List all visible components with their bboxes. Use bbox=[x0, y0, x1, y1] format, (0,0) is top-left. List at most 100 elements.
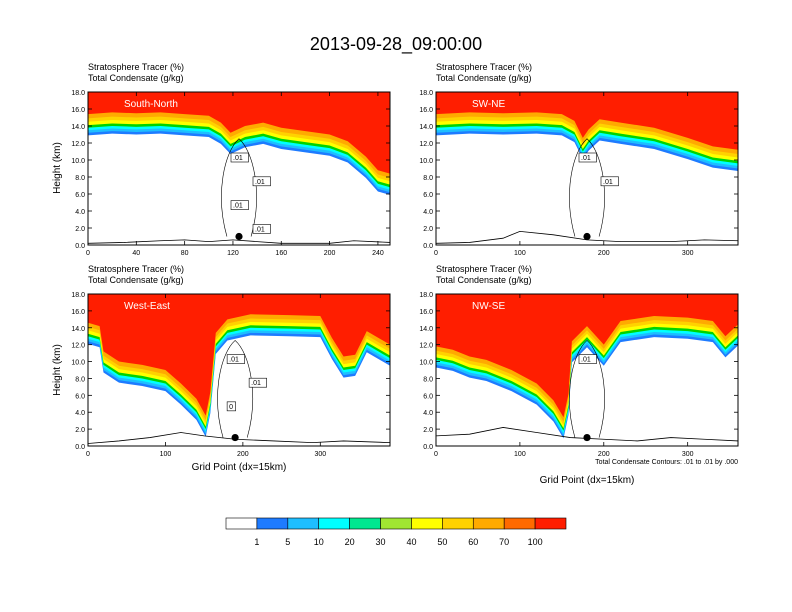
y-tick-label: 18.0 bbox=[71, 292, 85, 299]
contour-label-box bbox=[248, 377, 267, 388]
y-tick-label: 10.0 bbox=[419, 158, 433, 165]
tracer-band-max bbox=[436, 294, 738, 418]
x-tick-label: 80 bbox=[181, 250, 189, 257]
panel-title-line-2: Total Condensate (g/kg) bbox=[88, 73, 184, 83]
y-axis-label: Height (km) bbox=[52, 142, 63, 194]
plot-frame bbox=[87, 293, 391, 447]
panel-label: SW-NE bbox=[472, 99, 505, 110]
y-tick-label: 4.0 bbox=[423, 209, 433, 216]
colorbar-label: 30 bbox=[376, 537, 386, 547]
y-tick-label: 8.0 bbox=[423, 376, 433, 383]
y-tick-label: 14.0 bbox=[419, 326, 433, 333]
y-tick-label: 6.0 bbox=[423, 192, 433, 199]
terrain-line bbox=[88, 432, 390, 444]
y-tick-label: 4.0 bbox=[75, 410, 85, 417]
colorbar-swatch bbox=[442, 517, 474, 530]
contour-label-box bbox=[578, 152, 597, 163]
colorbar-swatch bbox=[380, 517, 412, 530]
y-tick-label: 2.0 bbox=[423, 427, 433, 434]
y-tick-label: 12.0 bbox=[71, 343, 85, 350]
x-tick-label: 240 bbox=[372, 250, 384, 257]
panel-sw-ne: Stratosphere Tracer (%) Total Condensate… bbox=[419, 62, 739, 257]
y-tick-label: 10.0 bbox=[71, 158, 85, 165]
terrain-line bbox=[88, 239, 390, 244]
x-tick-label: 120 bbox=[227, 250, 239, 257]
y-tick-label: 8.0 bbox=[423, 175, 433, 182]
y-tick-label: 16.0 bbox=[419, 107, 433, 114]
condensate-contour bbox=[569, 138, 605, 237]
contour-footnote: Total Condensate Contours: .01 to .01 by… bbox=[595, 459, 738, 466]
contour-label-box bbox=[226, 401, 236, 412]
x-tick-label: 200 bbox=[598, 451, 610, 458]
colorbar-label: 5 bbox=[285, 537, 290, 547]
y-tick-label: 8.0 bbox=[75, 175, 85, 182]
x-tick-label: 200 bbox=[598, 250, 610, 257]
colorbar-swatch bbox=[411, 517, 443, 530]
colorbar-swatch bbox=[318, 517, 350, 530]
y-tick-label: 10.0 bbox=[71, 360, 85, 367]
panel-title-line-1: Stratosphere Tracer (%) bbox=[436, 62, 532, 72]
contour-label-box bbox=[252, 224, 271, 234]
colorbar-swatch bbox=[534, 517, 567, 530]
x-tick-label: 0 bbox=[86, 451, 90, 458]
y-tick-label: 14.0 bbox=[71, 124, 85, 131]
contour-label-box bbox=[578, 354, 597, 364]
y-tick-label: 4.0 bbox=[75, 209, 85, 216]
contour-label: .01 bbox=[255, 226, 265, 233]
location-marker bbox=[583, 433, 591, 442]
contour-label-box bbox=[600, 176, 619, 187]
y-tick-label: 4.0 bbox=[423, 410, 433, 417]
colorbar-label: 70 bbox=[499, 537, 509, 547]
x-tick-label: 300 bbox=[682, 250, 694, 257]
y-tick-label: 0.0 bbox=[423, 243, 433, 250]
x-tick-label: 200 bbox=[237, 451, 249, 458]
y-tick-label: 10.0 bbox=[419, 360, 433, 367]
location-marker bbox=[231, 433, 239, 442]
y-tick-label: 12.0 bbox=[419, 343, 433, 350]
plot-frame bbox=[87, 91, 391, 246]
plot-frame bbox=[435, 293, 739, 447]
contour-label-box bbox=[252, 176, 271, 187]
colorbar-label: 20 bbox=[345, 537, 355, 547]
x-tick-label: 100 bbox=[514, 250, 526, 257]
contour-label: .01 bbox=[233, 203, 243, 210]
y-tick-label: 8.0 bbox=[75, 376, 85, 383]
panel-title-line-1: Stratosphere Tracer (%) bbox=[88, 62, 184, 72]
location-marker bbox=[235, 232, 243, 241]
location-marker bbox=[583, 232, 591, 241]
plot-frame bbox=[435, 91, 739, 246]
colorbar-swatch bbox=[472, 517, 505, 530]
x-tick-label: 300 bbox=[314, 451, 326, 458]
y-tick-label: 14.0 bbox=[419, 124, 433, 131]
contour-label: 0 bbox=[229, 404, 233, 411]
figure-title: 2013-09-28_09:00:00 bbox=[310, 34, 482, 55]
plot-area: .01 .01 0 West-East 0.0 2.0 4.0 6.0 8.0 10.0 12.0 1… bbox=[71, 292, 391, 458]
y-tick-label: 6.0 bbox=[423, 393, 433, 400]
panel-label: West-East bbox=[124, 301, 170, 312]
contour-label-box bbox=[230, 152, 249, 163]
terrain-line bbox=[436, 230, 738, 244]
colorbar-label: 10 bbox=[314, 537, 324, 547]
colorbar-label: 60 bbox=[468, 537, 478, 547]
colorbar-swatch bbox=[349, 517, 381, 530]
y-tick-label: 6.0 bbox=[75, 393, 85, 400]
contour-label: .01 bbox=[233, 155, 243, 162]
plot-area: .01 .01 .01 .01 0 South-North 0.0 2.0 4.0 6.0 8.0 1… bbox=[71, 90, 391, 257]
condensate-contour bbox=[221, 138, 257, 237]
colorbar: 1 5 10 20 30 40 50 60 70 100 bbox=[225, 517, 567, 547]
panel-south-north: Stratosphere Tracer (%) Total Condensate… bbox=[52, 62, 391, 257]
y-tick-label: 2.0 bbox=[423, 226, 433, 233]
colorbar-label: 40 bbox=[406, 537, 416, 547]
x-tick-label: 0 bbox=[434, 250, 438, 257]
y-tick-label: 0.0 bbox=[75, 243, 85, 250]
panel-title-line-2: Total Condensate (g/kg) bbox=[436, 275, 532, 285]
y-tick-label: 14.0 bbox=[71, 326, 85, 333]
y-tick-label: 6.0 bbox=[75, 192, 85, 199]
x-tick-label: 100 bbox=[514, 451, 526, 458]
x-tick-label: 0 bbox=[434, 451, 438, 458]
y-tick-label: 16.0 bbox=[419, 309, 433, 316]
y-tick-label: 16.0 bbox=[71, 309, 85, 316]
colorbar-swatch bbox=[287, 517, 320, 530]
contour-label: .01 bbox=[581, 155, 591, 162]
